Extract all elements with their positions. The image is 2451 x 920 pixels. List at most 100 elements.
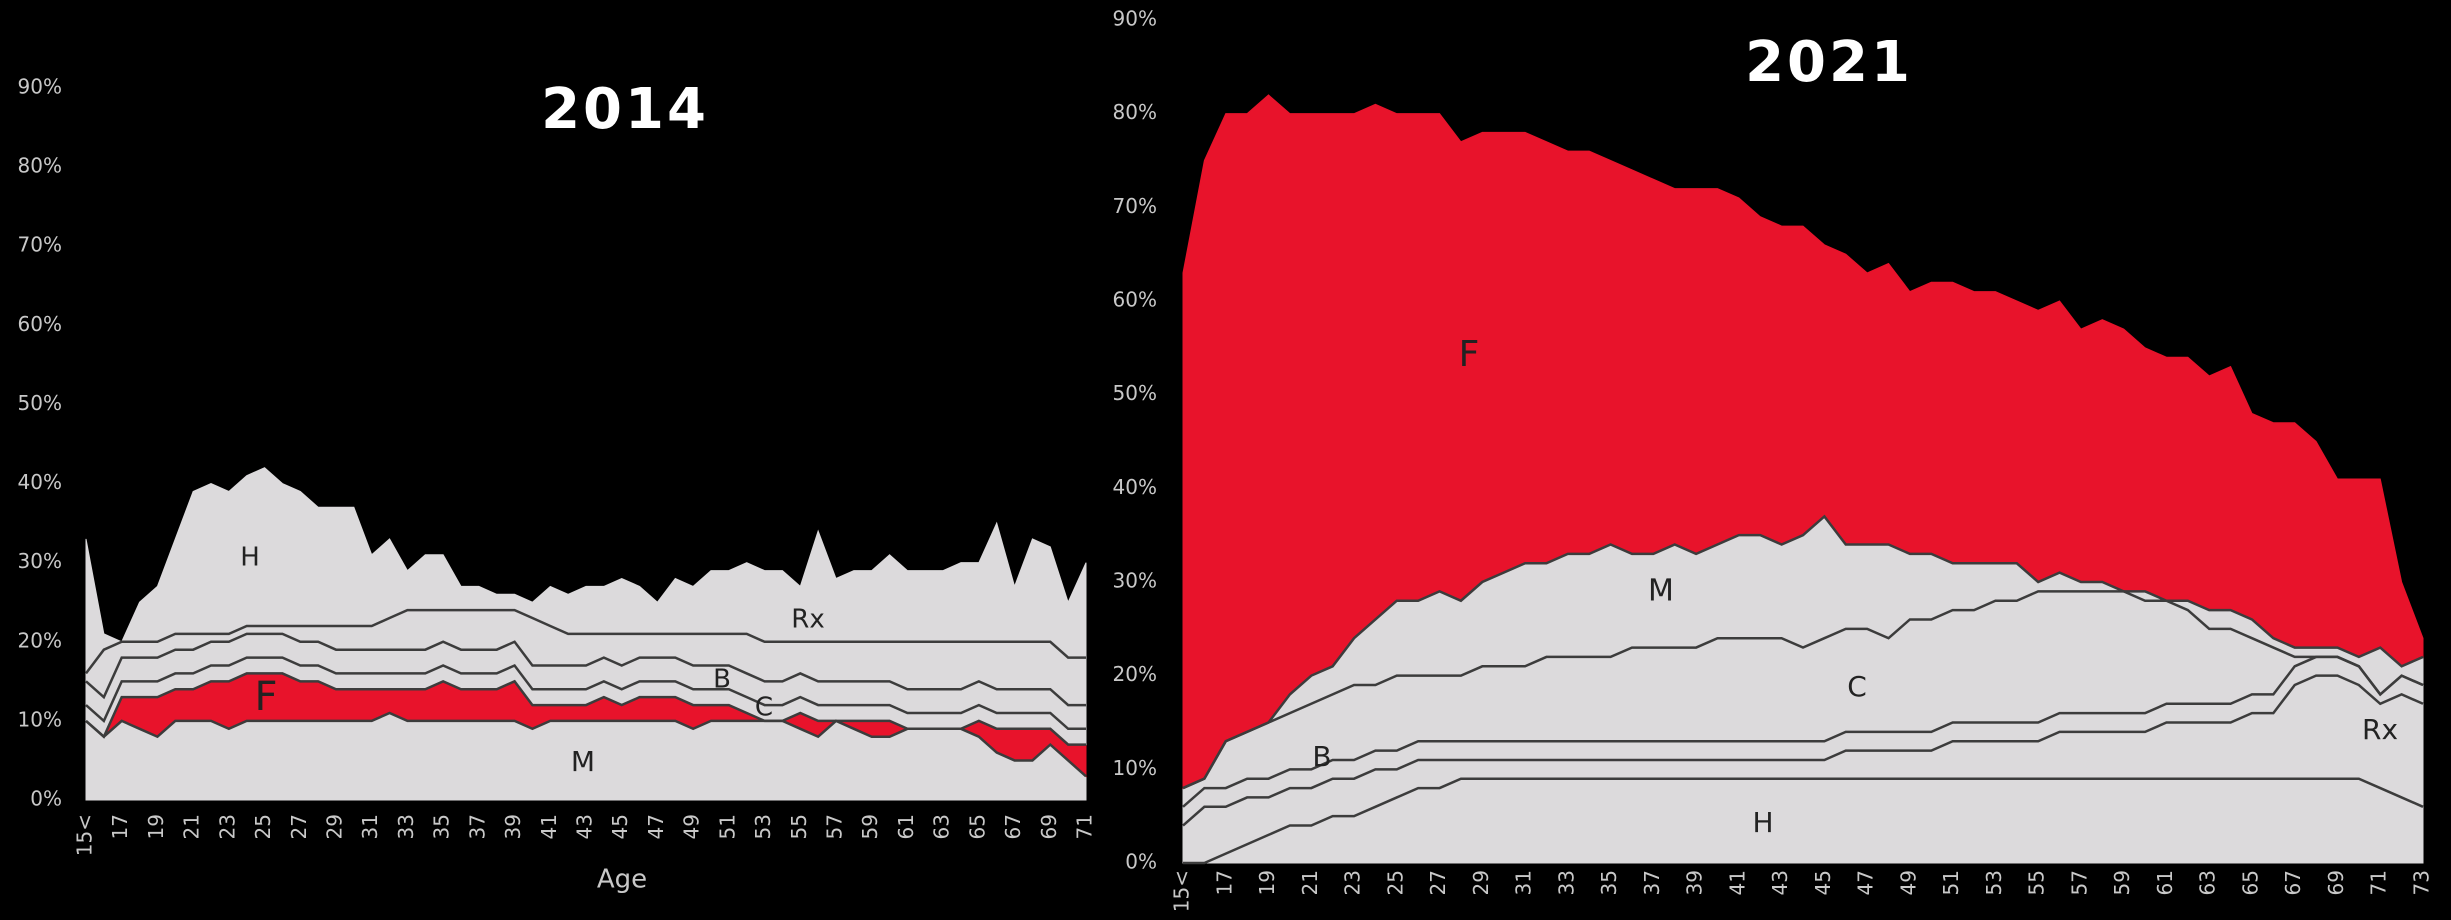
x-tick-label: 47 [644, 814, 668, 839]
x-tick-label: 55 [787, 814, 811, 839]
y-tick-label: 60% [1113, 288, 1157, 312]
x-tick-label: 21 [1298, 870, 1322, 895]
x-tick-label: 33 [394, 814, 418, 839]
x-tick-label: 67 [1001, 814, 1025, 839]
y-tick-label: 40% [18, 470, 62, 494]
x-tick-label: 29 [1469, 870, 1493, 895]
x-tick-label: 35 [1597, 870, 1621, 895]
x-tick-label: 53 [1982, 870, 2006, 895]
x-tick-label: 61 [2153, 870, 2177, 895]
x-tick-label: 45 [1811, 870, 1835, 895]
y-tick-label: 50% [18, 391, 62, 415]
x-tick-label: 53 [751, 814, 775, 839]
series-label: F [254, 674, 277, 720]
x-tick-label: 17 [1212, 870, 1236, 895]
x-tick-label: 43 [573, 814, 597, 839]
boundary-line [1183, 777, 2424, 865]
x-tick-label: 21 [180, 814, 204, 839]
x-tick-label: 37 [465, 814, 489, 839]
chart-title: 2014 [541, 77, 709, 142]
y-tick-label: 0% [1125, 850, 1157, 874]
y-tick-label: 10% [1113, 756, 1157, 780]
y-tick-label: 70% [1113, 194, 1157, 218]
x-tick-label: 43 [1768, 870, 1792, 895]
series-label: H [1752, 806, 1773, 839]
y-tick-label: 30% [18, 549, 62, 573]
y-tick-label: 80% [1113, 100, 1157, 124]
x-tick-label: 23 [215, 814, 239, 839]
y-tick-label: 20% [18, 628, 62, 652]
series-label: B [713, 665, 731, 695]
boundary-line [85, 608, 1086, 675]
x-tick-label: 15< [1170, 870, 1194, 912]
x-tick-label: 51 [1939, 870, 1963, 895]
x-tick-label: 31 [1512, 870, 1536, 895]
y-tick-label: 40% [1113, 475, 1157, 499]
boundary-line [1182, 514, 2424, 790]
x-tick-label: 37 [1640, 870, 1664, 895]
y-tick-label: 50% [1113, 381, 1157, 405]
x-tick-label: 57 [2067, 870, 2091, 895]
x-tick-label: 19 [144, 814, 168, 839]
x-tick-label: 65 [2238, 870, 2262, 895]
y-tick-label: 70% [18, 233, 62, 257]
x-tick-label: 23 [1341, 870, 1365, 895]
series-label: Rx [2362, 713, 2398, 746]
x-tick-label: 41 [1725, 870, 1749, 895]
series-label: B [1312, 740, 1331, 773]
series-label: M [571, 745, 595, 778]
y-tick-label: 90% [1113, 7, 1157, 31]
x-tick-label: 25 [251, 814, 275, 839]
x-tick-label: 61 [894, 814, 918, 839]
x-tick-label: 39 [1683, 870, 1707, 895]
x-tick-label: 49 [680, 814, 704, 839]
x-tick-label: 69 [2324, 870, 2348, 895]
x-tick-label: 71 [2367, 870, 2391, 895]
boundary-line [1182, 590, 2424, 790]
x-tick-label: 25 [1383, 870, 1407, 895]
x-tick-label: 17 [108, 814, 132, 839]
series-label: F [1459, 334, 1480, 375]
x-tick-label: 29 [323, 814, 347, 839]
x-tick-label: 71 [1073, 814, 1097, 839]
x-tick-label: 63 [2196, 870, 2220, 895]
y-tick-label: 30% [1113, 569, 1157, 593]
x-tick-label: 35 [430, 814, 454, 839]
x-tick-label: 55 [2025, 870, 2049, 895]
x-tick-label: 69 [1037, 814, 1061, 839]
boundary-line [1182, 674, 2424, 827]
y-tick-label: 90% [18, 75, 62, 99]
y-tick-label: 10% [18, 707, 62, 731]
x-tick-label: 31 [358, 814, 382, 839]
boundary-line [85, 656, 1086, 731]
chart-title: 2021 [1745, 30, 1913, 95]
boundary-line [1182, 655, 2424, 808]
series-label: H [240, 543, 260, 573]
x-tick-label: 49 [1896, 870, 1920, 895]
y-tick-label: 60% [18, 312, 62, 336]
x-tick-label: 45 [608, 814, 632, 839]
x-tick-label: 27 [287, 814, 311, 839]
x-tick-label: 15< [73, 814, 97, 856]
series-label: Rx [791, 605, 824, 635]
series-label: C [1847, 670, 1867, 703]
y-tick-label: 0% [30, 787, 62, 811]
boundary-line [85, 672, 1086, 746]
x-tick-label: 65 [965, 814, 989, 839]
x-tick-label: 47 [1854, 870, 1878, 895]
x-tick-label: 57 [823, 814, 847, 839]
series-label: M [1648, 574, 1674, 609]
x-tick-label: 27 [1426, 870, 1450, 895]
y-tick-label: 80% [18, 154, 62, 178]
x-tick-label: 39 [501, 814, 525, 839]
x-tick-label: 33 [1554, 870, 1578, 895]
y-tick-label: 20% [1113, 662, 1157, 686]
x-tick-label: 59 [858, 814, 882, 839]
x-tick-label: 51 [715, 814, 739, 839]
x-tick-label: 19 [1255, 870, 1279, 895]
series-label: C [755, 693, 773, 723]
boundary-line [85, 632, 1086, 707]
x-tick-label: 59 [2110, 870, 2134, 895]
